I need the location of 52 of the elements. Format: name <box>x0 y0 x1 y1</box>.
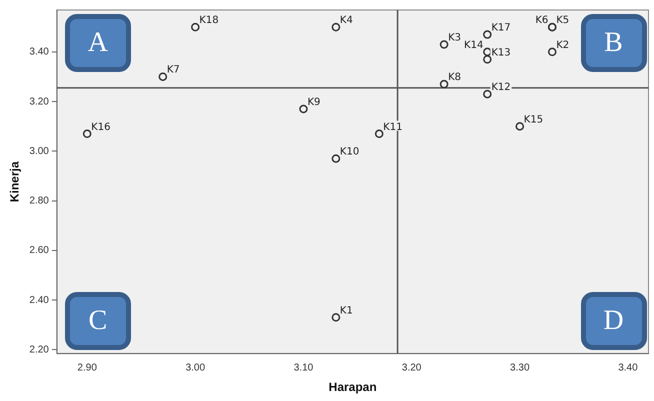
y-tick-label: 3.40 <box>29 46 50 58</box>
point <box>483 30 492 39</box>
annotation: K10 <box>340 146 360 158</box>
point <box>332 22 340 32</box>
annotation: K16 <box>91 122 110 133</box>
point <box>548 48 556 56</box>
y-tick-label: 2.40 <box>29 294 50 306</box>
y-axis-title: Kinerja <box>8 161 22 202</box>
annotation: K12 <box>491 82 511 94</box>
annotation: K11 <box>383 122 402 133</box>
x-tick-label: 3.00 <box>186 362 206 374</box>
annotation: K15 <box>524 114 544 126</box>
annotation: K5 <box>556 15 570 26</box>
point <box>332 154 340 163</box>
x-tick-label: 3.20 <box>402 362 422 374</box>
annotation: K3 <box>448 32 461 44</box>
point <box>82 130 92 138</box>
point <box>374 130 384 138</box>
annotation: K8 <box>448 72 461 84</box>
annotation: K14 <box>464 40 484 51</box>
annotation: A <box>64 14 131 72</box>
annotation: K4 <box>340 15 353 26</box>
point <box>191 22 200 32</box>
annotation: K17 <box>491 22 511 34</box>
point <box>299 104 308 114</box>
point <box>516 122 524 131</box>
x-tick-label: 3.40 <box>618 362 638 374</box>
point <box>332 313 340 322</box>
annotation: K7 <box>166 64 180 76</box>
x-tick-label: 2.90 <box>77 362 98 374</box>
y-tick-label: 2.60 <box>29 245 50 256</box>
y-tick-label: 2.20 <box>29 344 50 356</box>
annotation: K6 <box>535 15 548 26</box>
point <box>440 40 448 49</box>
point <box>483 55 492 64</box>
annotation: D <box>580 292 646 350</box>
annotation: K18 <box>199 15 219 26</box>
annotation: B <box>580 14 646 72</box>
annotation: K13 <box>491 47 511 58</box>
annotation: K2 <box>556 40 570 51</box>
point <box>483 90 492 98</box>
y-tick-label: 3.20 <box>29 96 50 108</box>
annotation: K1 <box>340 305 353 316</box>
annotation: K9 <box>307 96 320 108</box>
x-tick-label: 3.10 <box>294 362 314 374</box>
x-axis-title: Harapan <box>328 380 377 394</box>
point <box>440 80 448 88</box>
x-tick-label: 3.30 <box>510 362 530 374</box>
point <box>158 72 168 81</box>
y-tick-label: 3.00 <box>29 146 50 157</box>
y-tick-label: 2.80 <box>29 196 50 207</box>
annotation: C <box>64 292 131 350</box>
